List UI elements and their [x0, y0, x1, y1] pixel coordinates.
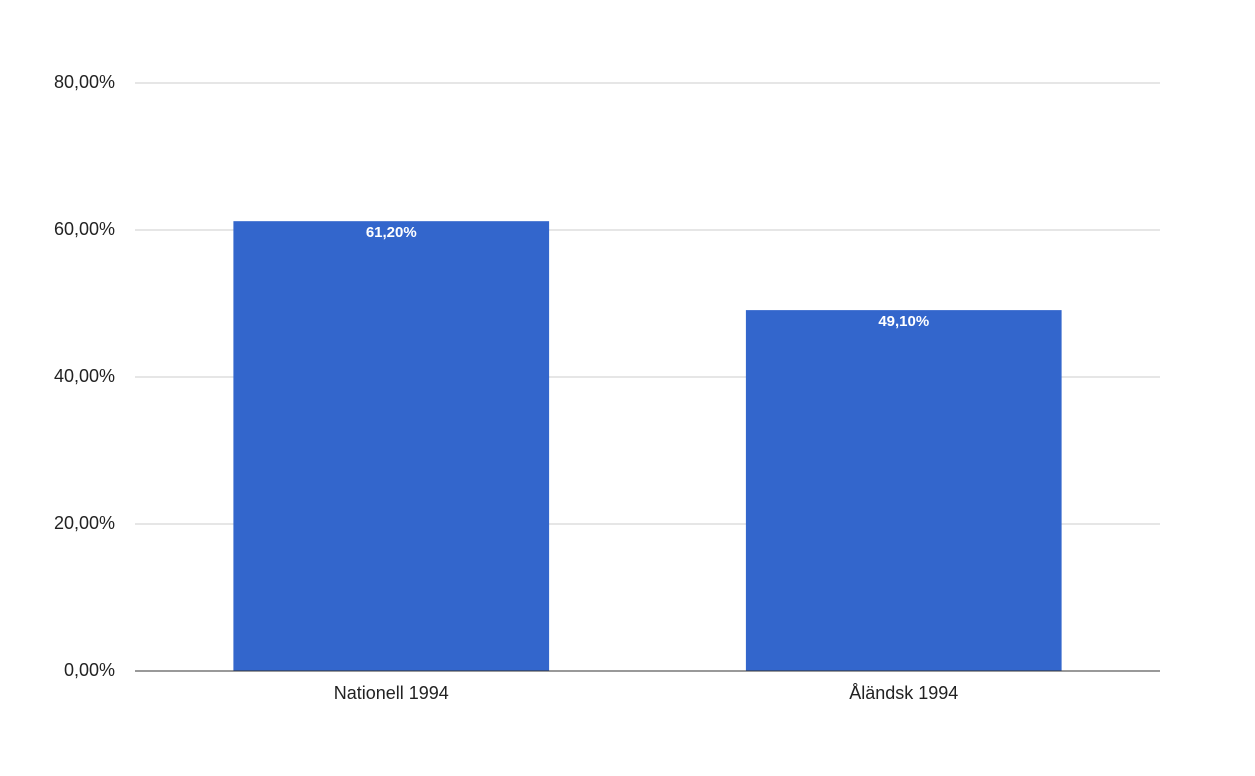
- y-tick-label: 20,00%: [54, 513, 115, 533]
- y-tick-label: 0,00%: [64, 660, 115, 680]
- x-tick-label: Åländsk 1994: [849, 683, 958, 703]
- value-label: 49,10%: [878, 313, 929, 330]
- y-tick-label: 60,00%: [54, 219, 115, 239]
- y-tick-label: 40,00%: [54, 366, 115, 386]
- bar: [745, 310, 1062, 671]
- bar: [233, 221, 550, 671]
- x-tick-label: Nationell 1994: [334, 683, 449, 703]
- y-tick-label: 80,00%: [54, 72, 115, 92]
- value-label: 61,20%: [366, 224, 417, 241]
